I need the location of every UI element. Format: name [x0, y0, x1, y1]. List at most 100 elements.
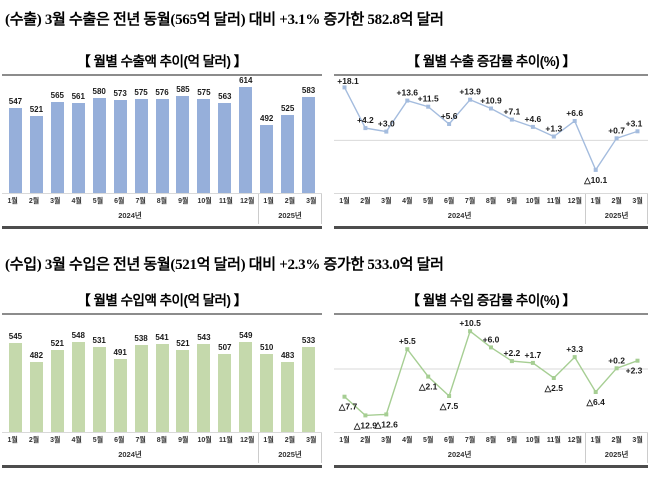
- bar: [302, 96, 316, 193]
- data-point-marker: [405, 98, 410, 103]
- export-amount-x-axis: 1월 2월 3월 4월 5월 6월 7월 8월 9월 10월 11월 12월 1월 2월 3월 2024년 20…: [2, 193, 322, 226]
- month-label: 4월: [402, 437, 413, 444]
- bar: [134, 99, 148, 193]
- year-label: 2024년: [447, 450, 472, 459]
- month-label: 2월: [28, 437, 40, 444]
- axis-right-edge-line: [321, 433, 322, 463]
- month-label: 8월: [485, 437, 497, 444]
- data-point-marker: [635, 129, 640, 134]
- point-value-label: △10.1: [583, 175, 607, 185]
- year-labels-row: 2024년 2025년: [334, 209, 648, 226]
- point-value-label: +10.5: [459, 318, 481, 328]
- data-point-marker: [593, 390, 598, 394]
- import-growth-chart-title: 【 월별 수입 증감률 추이(%) 】: [406, 293, 576, 308]
- bar-slot: 521: [26, 76, 47, 193]
- bar: [134, 345, 148, 432]
- point-value-label: +3.0: [378, 119, 395, 129]
- month-label: 11월: [219, 198, 233, 205]
- bar-value-label: 483: [280, 350, 295, 360]
- month-labels-row: 1월 2월 3월 4월 5월 6월 7월 8월 9월 10월 11월 12월 1월 2월 3월: [334, 434, 648, 448]
- bar-slot: 521: [173, 315, 194, 432]
- data-point-marker: [614, 136, 619, 141]
- year-labels-row: 2024년 2025년: [2, 448, 322, 465]
- import-growth-chart-body: △7.7 △12.9 △12.6 +5.5 △2.1 △7.5 +10.5 +6.0 +2.2 +…: [334, 313, 648, 468]
- data-point-marker: [384, 412, 389, 417]
- point-value-label: △7.7: [338, 402, 358, 412]
- bar-slot: 492: [256, 76, 277, 193]
- month-label: 10월: [525, 437, 541, 444]
- bar-value-label: 548: [71, 331, 85, 341]
- month-label: 8월: [156, 198, 168, 205]
- import-growth-chart: 【 월별 수입 증감률 추이(%) 】 △7.7 △12.9 △12.6 +5.5 △2…: [334, 288, 648, 468]
- point-value-label: +3.3: [566, 344, 583, 354]
- export-growth-chart-body: +18.1 +4.2 +3.0 +13.6 +11.5 +5.6 +13.9 +10.9 +7.…: [334, 74, 648, 229]
- bar-slot: 525: [277, 76, 298, 193]
- export-amount-chart-body: 547 521 565 561 580 573 575 576 585 575 563 614 492 5…: [2, 74, 322, 229]
- month-label: 6월: [443, 198, 455, 205]
- bar: [281, 114, 295, 193]
- month-label: 4월: [402, 198, 413, 205]
- bar-value-label: 583: [301, 85, 316, 95]
- bar: [155, 98, 169, 193]
- month-label: 11월: [546, 437, 561, 444]
- bar: [50, 102, 64, 193]
- data-point-marker: [426, 374, 431, 379]
- month-label: 3월: [306, 198, 317, 205]
- bar: [29, 361, 43, 432]
- year-divider-line: [585, 433, 587, 463]
- point-value-label: +18.1: [337, 76, 359, 86]
- point-value-label: +13.9: [459, 87, 481, 97]
- axis-right-edge-line: [647, 433, 648, 463]
- month-label: 5월: [92, 437, 104, 444]
- year-label: 2025년: [604, 211, 629, 220]
- point-value-label: △12.9: [353, 420, 377, 430]
- data-point-marker: [489, 106, 493, 111]
- month-labels-row: 1월 2월 3월 4월 5월 6월 7월 8월 9월 10월 11월 12월 1월 2월 3월: [334, 195, 648, 209]
- point-value-label: +2.3: [626, 366, 643, 376]
- point-value-label: +6.6: [566, 108, 583, 118]
- month-label: 2월: [28, 198, 40, 205]
- bar: [113, 99, 127, 193]
- month-label: 1월: [263, 437, 274, 444]
- bar: [8, 343, 22, 432]
- year-divider-line: [585, 194, 587, 224]
- month-label: 1월: [7, 437, 18, 444]
- import-growth-plot: △7.7 △12.9 △12.6 +5.5 △2.1 △7.5 +10.5 +6.0 +2.2 +…: [334, 315, 648, 432]
- month-label: 5월: [92, 198, 104, 205]
- point-value-label: △2.5: [544, 383, 564, 393]
- bar-value-label: 563: [218, 91, 232, 101]
- bar-value-label: 614: [239, 76, 253, 86]
- data-point-marker: [426, 104, 431, 109]
- year-label: 2025년: [278, 450, 302, 459]
- export-charts-row: 【 월별 수출액 추이(억 달러) 】 547 521 565 561 580 573 57…: [2, 49, 648, 229]
- month-label: 12월: [240, 198, 255, 205]
- import-amount-chart-title: 【 월별 수입액 추이(억 달러) 】: [77, 293, 247, 308]
- month-label: 10월: [197, 198, 212, 205]
- month-label: 8월: [156, 437, 168, 444]
- month-label: 12월: [240, 437, 255, 444]
- bar-slot: 576: [152, 76, 173, 193]
- month-label: 12월: [567, 198, 582, 205]
- bar: [260, 353, 274, 432]
- bar-value-label: 549: [239, 331, 253, 340]
- month-label: 3월: [632, 437, 643, 444]
- year-labels-row: 2024년 2025년: [2, 209, 322, 226]
- point-value-label: +0.2: [608, 355, 625, 365]
- bar-slot: 482: [26, 315, 47, 432]
- month-label: 2월: [284, 437, 296, 444]
- bar-value-label: 541: [155, 333, 169, 343]
- import-amount-chart-body: 545 482 521 548 531 491 538 541 521 543 507 549 510 4…: [2, 313, 322, 468]
- data-point-marker: [572, 119, 577, 123]
- bar-value-label: 565: [50, 91, 65, 101]
- year-label: 2024년: [118, 211, 142, 220]
- bar-slot: 573: [110, 76, 131, 193]
- month-label: 12월: [567, 437, 582, 444]
- bar-value-label: 531: [92, 336, 106, 346]
- month-label: 4월: [71, 198, 82, 205]
- point-value-label: +4.6: [525, 114, 542, 124]
- bar: [29, 115, 43, 193]
- bar-slot: 614: [235, 76, 256, 193]
- bar-slot: 565: [47, 76, 68, 193]
- export-headline: (수출) 3월 수출은 전년 동월(565억 달러) 대비 +3.1% 증가한 …: [5, 12, 444, 28]
